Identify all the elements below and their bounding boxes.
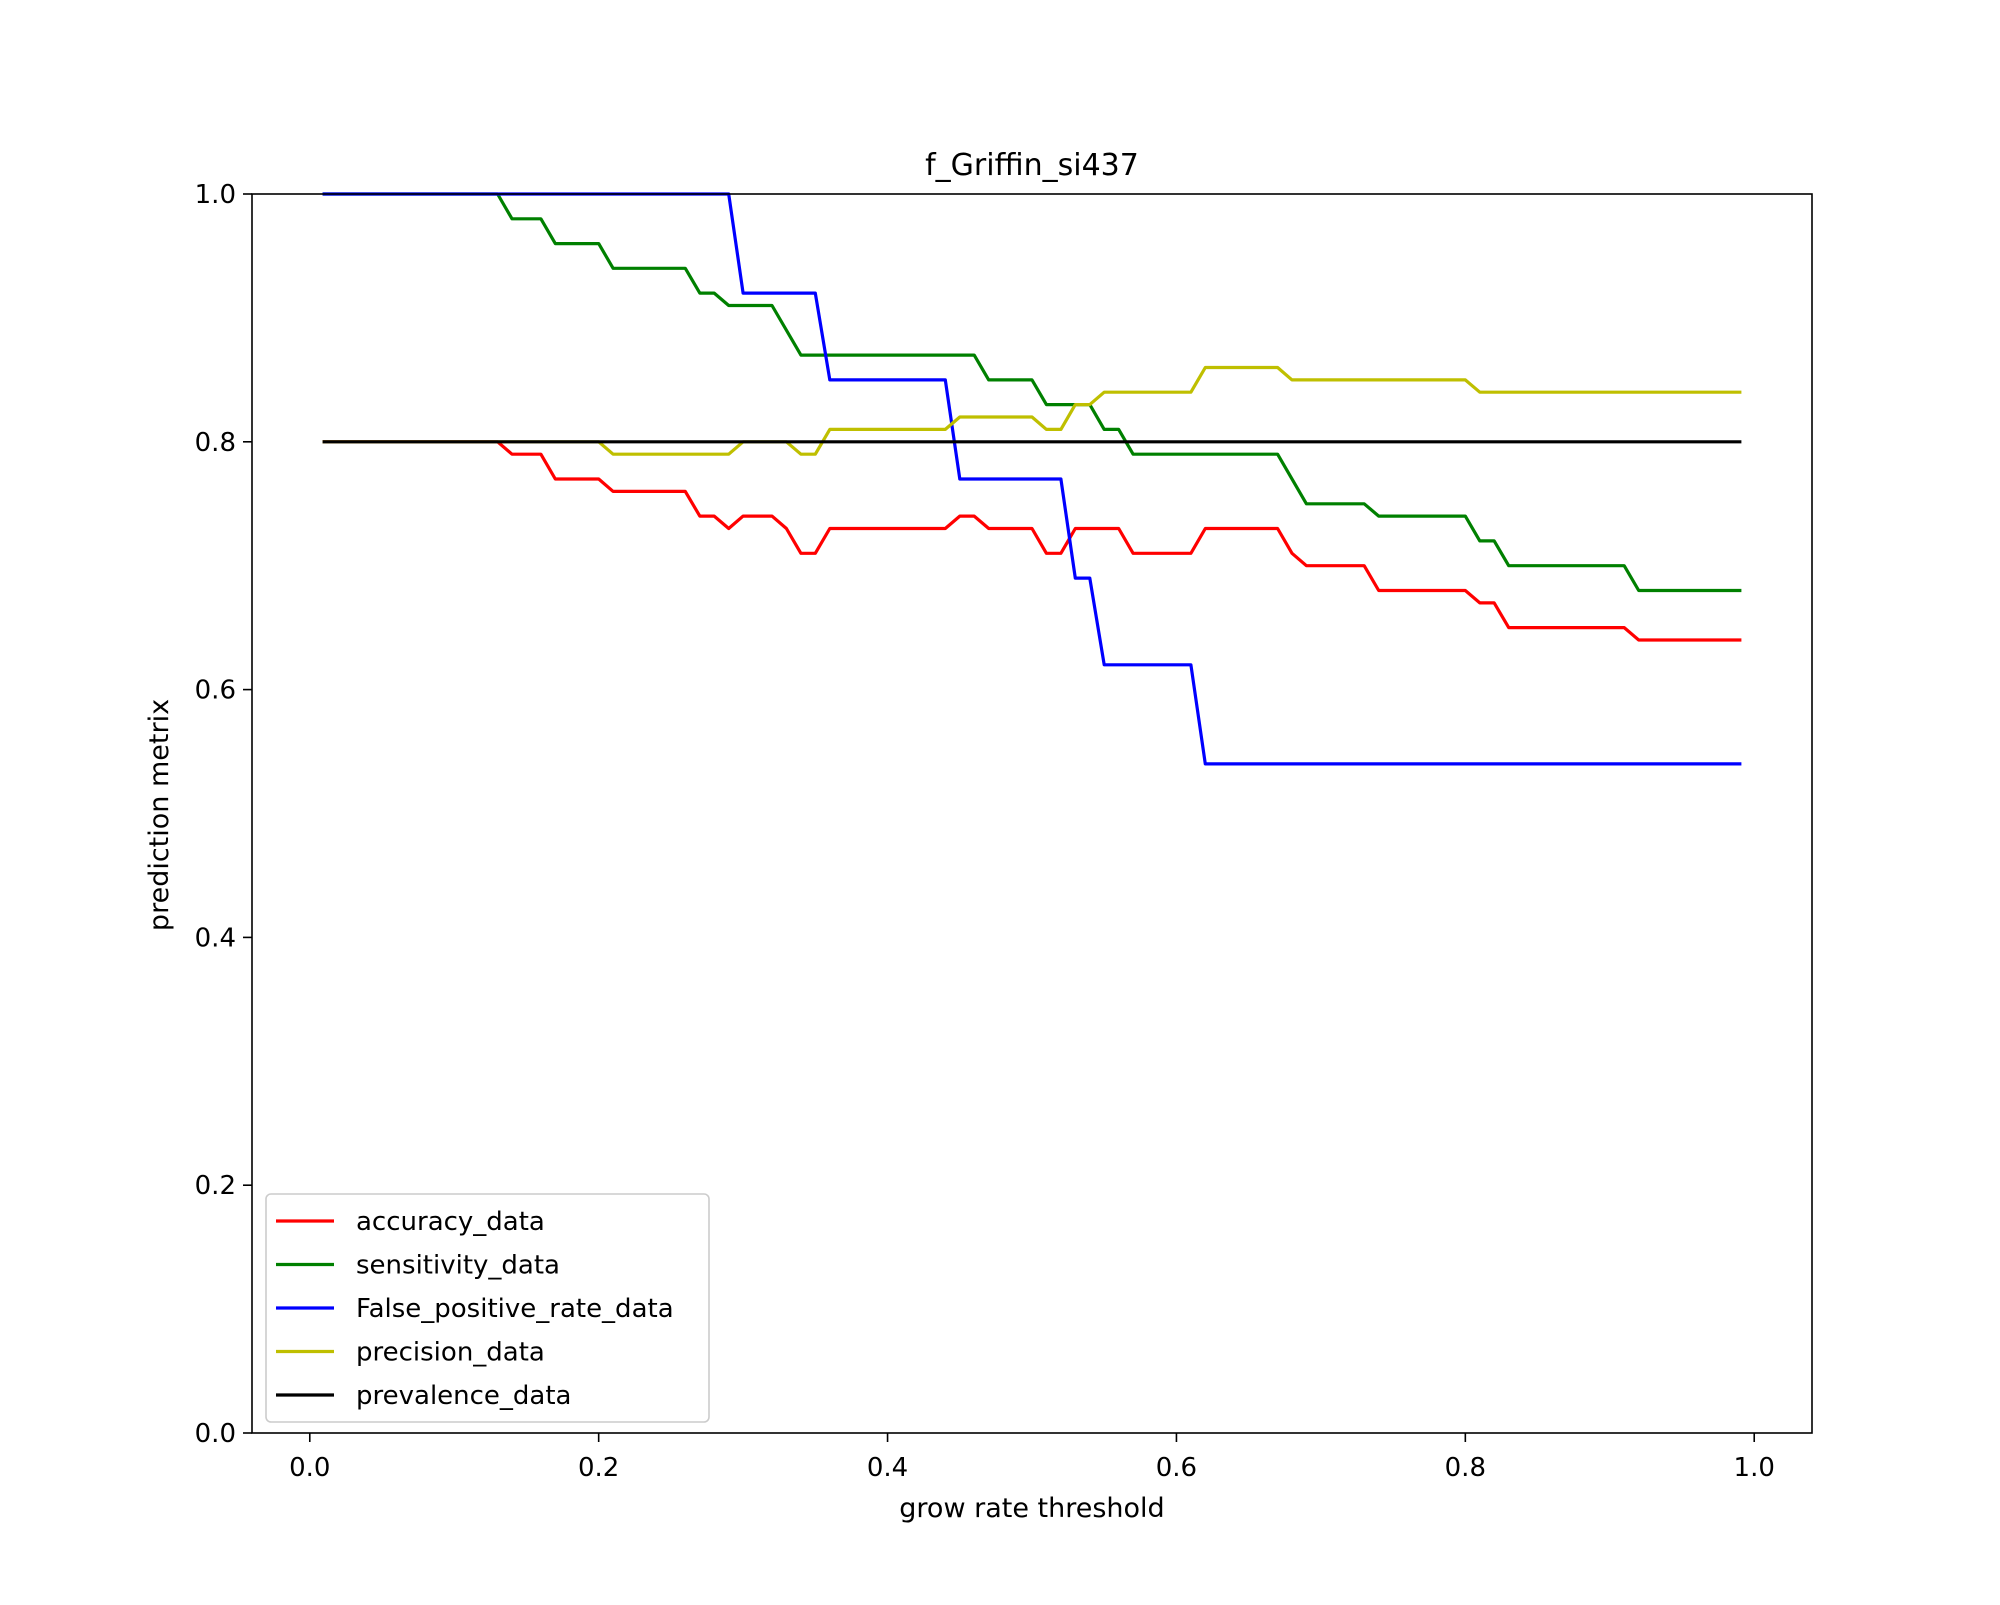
- legend-label: sensitivity_data: [356, 1251, 560, 1281]
- series-line-precision-data: [322, 365, 1742, 456]
- y-tick-label: 0.8: [195, 428, 236, 458]
- x-tick-label: 0.2: [578, 1453, 619, 1483]
- x-tick-label: 0.6: [1156, 1453, 1197, 1483]
- y-tick-label: 0.6: [195, 676, 236, 706]
- y-tick-label: 0.0: [195, 1419, 236, 1449]
- series-line-accuracy-data: [322, 440, 1742, 642]
- legend-box: [265, 1193, 710, 1423]
- x-tick-label: 1.0: [1734, 1453, 1775, 1483]
- plot-frame: [251, 193, 1813, 1434]
- y-axis-label: prediction metrix: [144, 699, 175, 931]
- y-tick-label: 0.2: [195, 1171, 236, 1201]
- legend: accuracy_data sensitivity_data False_posit…: [265, 1193, 710, 1423]
- legend-label: precision_data: [356, 1338, 545, 1368]
- x-tick-label: 0.0: [289, 1453, 330, 1483]
- x-tick-label: 0.4: [867, 1453, 908, 1483]
- series-lines: [322, 192, 1742, 766]
- series-line-false-positive-rate-data: [322, 192, 1742, 766]
- legend-label: prevalence_data: [356, 1381, 572, 1411]
- x-axis-label: grow rate threshold: [899, 1493, 1164, 1524]
- legend-label: accuracy_data: [356, 1207, 545, 1237]
- series-line-sensitivity-data: [322, 192, 1742, 593]
- y-tick-label: 1.0: [195, 180, 236, 210]
- chart-title: f_Griffin_si437: [925, 148, 1139, 183]
- axis-ticks: 0.0 0.2 0.4 0.6 0.8 1.0 0.0 0.2 0.4 0.6 0.8 1.0: [195, 180, 1775, 1483]
- y-tick-label: 0.4: [195, 923, 236, 953]
- legend-label: False_positive_rate_data: [356, 1294, 674, 1324]
- x-tick-label: 0.8: [1445, 1453, 1486, 1483]
